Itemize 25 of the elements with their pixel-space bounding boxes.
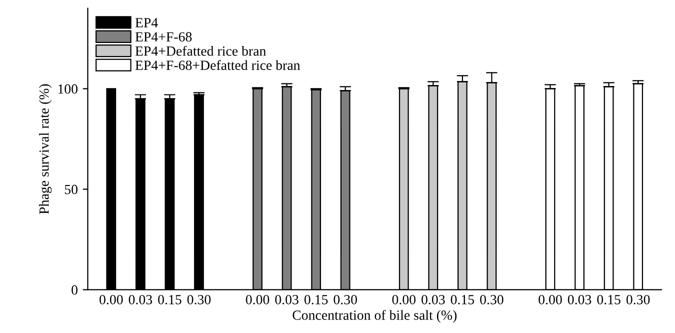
x-tick-label: 0.15 [158,294,182,304]
legend-label: EP4 [135,18,158,28]
x-tick-label: 0.03 [275,294,298,304]
x-axis-title: Concentration of bile salt (%) [292,310,457,323]
x-tick-label: 0.00 [538,294,562,304]
y-tick-label: 0 [72,285,78,295]
legend-label: EP4+F-68 [135,32,192,42]
x-tick-label: 0.00 [246,294,270,304]
x-tick-label: 0.30 [626,294,650,304]
x-tick-label: 0.03 [128,294,152,304]
x-tick-label: 0.30 [187,294,211,304]
legend-label: EP4+F-68+Defatted rice bran [135,60,300,70]
x-tick-label: 0.03 [422,294,445,304]
x-tick-label: 0.30 [480,294,504,304]
x-tick-label: 0.03 [568,294,592,304]
x-tick-label: 0.15 [597,294,620,304]
y-tick-label: 50 [64,184,78,194]
legend-label: EP4+Defatted rice bran [135,46,266,56]
x-tick-label: 0.30 [334,294,357,304]
y-tick-label: 100 [58,84,78,94]
x-tick-label: 0.00 [100,294,123,304]
x-tick-label: 0.15 [450,294,474,304]
y-axis-title: Phage survival rate (%) [39,84,52,214]
x-tick-label: 0.00 [392,294,416,304]
x-tick-label: 0.15 [304,294,328,304]
